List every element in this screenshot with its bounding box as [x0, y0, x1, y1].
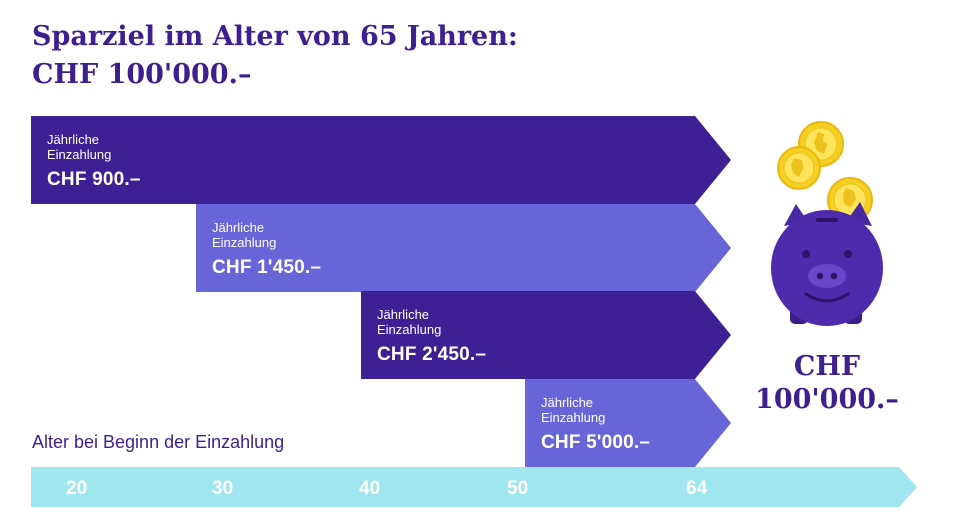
- payment-label: Jährliche Einzahlung: [212, 220, 277, 250]
- payment-label: Jährliche Einzahlung: [377, 307, 442, 337]
- axis-tick-64: 64: [686, 478, 708, 499]
- payment-label: Jährliche Einzahlung: [541, 395, 606, 425]
- payment-label: Jährliche Einzahlung: [47, 132, 112, 162]
- goal-currency: CHF: [793, 351, 861, 382]
- goal-amount: CHF 100'000.–: [752, 350, 902, 416]
- title-line-2: CHF 100'000.–: [32, 59, 252, 90]
- title-line-1: Sparziel im Alter von 65 Jahren:: [32, 21, 518, 52]
- payment-arrow-age-20: Jährliche Einzahlung CHF 900.–: [31, 116, 731, 204]
- piggy-bank-icon: [771, 121, 883, 326]
- axis-tick-50: 50: [507, 478, 529, 499]
- payment-amount: CHF 5'000.–: [541, 432, 651, 453]
- payment-arrow-age-30: Jährliche Einzahlung CHF 1'450.–: [196, 204, 731, 292]
- payment-amount: CHF 1'450.–: [212, 257, 322, 278]
- coin-icon: [777, 146, 821, 190]
- axis-tick-40: 40: [359, 478, 381, 499]
- page-title: Sparziel im Alter von 65 Jahren: CHF 100…: [32, 18, 518, 94]
- axis-tick-30: 30: [212, 478, 234, 499]
- axis-caption: Alter bei Beginn der Einzahlung: [32, 432, 285, 452]
- payment-arrow-age-40: Jährliche Einzahlung CHF 2'450.–: [361, 291, 731, 379]
- payment-arrow-age-50: Jährliche Einzahlung CHF 5'000.–: [525, 379, 731, 467]
- age-axis: [31, 467, 917, 507]
- payment-amount: CHF 2'450.–: [377, 344, 487, 365]
- goal-value: 100'000.–: [755, 384, 899, 415]
- payment-amount: CHF 900.–: [47, 169, 141, 190]
- axis-tick-20: 20: [66, 478, 88, 499]
